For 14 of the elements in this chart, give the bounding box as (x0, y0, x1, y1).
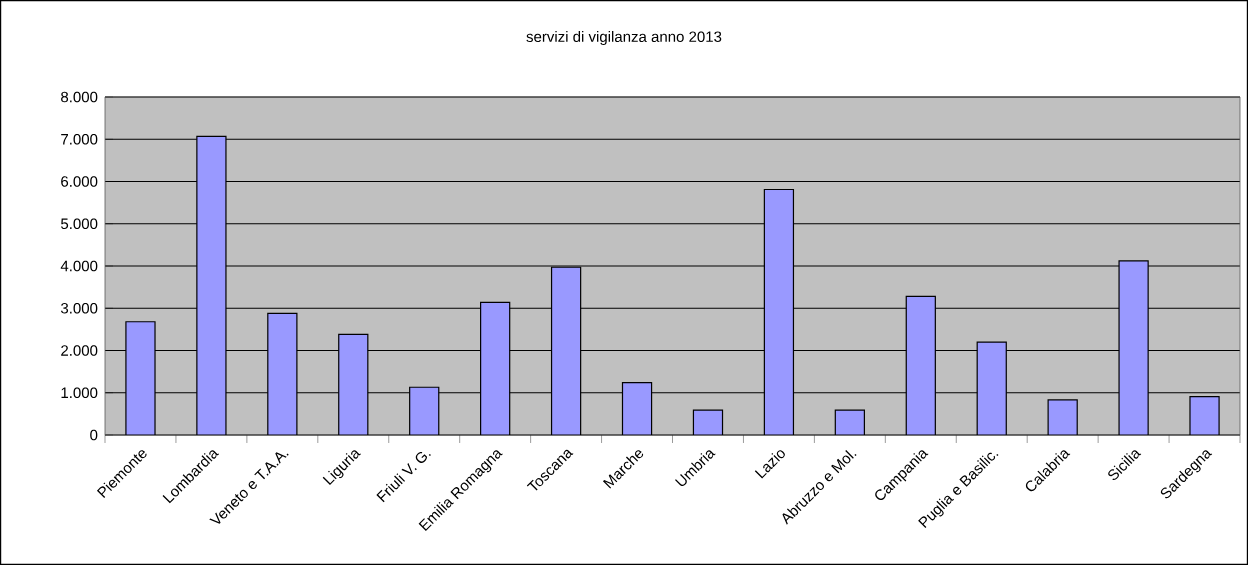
y-tick-label: 2.000 (61, 345, 98, 356)
bar (692, 409, 724, 435)
y-tick-label: 3.000 (60, 302, 98, 314)
bar (1189, 395, 1220, 435)
bar (834, 409, 865, 435)
chart-title: servizi di vigilanza anno 2013 (526, 31, 722, 45)
y-tick-label: 8.000 (61, 91, 98, 103)
y-tick-label: 4.000 (60, 260, 98, 272)
y-tick-label: 6.000 (61, 176, 98, 187)
y-tick-label: 7.000 (61, 133, 98, 145)
y-tick-label: 5.000 (61, 218, 98, 230)
y-tick-label: 1.000 (61, 387, 98, 399)
bar (1047, 399, 1078, 435)
y-tick-label: 0 (90, 429, 98, 441)
